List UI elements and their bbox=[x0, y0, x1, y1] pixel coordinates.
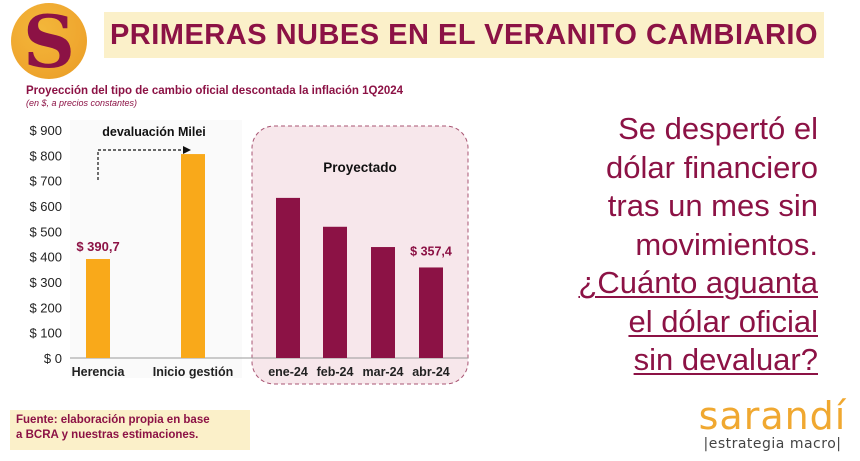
x-tick-label: feb-24 bbox=[317, 365, 354, 379]
chart-title: Proyección del tipo de cambio oficial de… bbox=[26, 85, 404, 97]
x-tick-label: abr-24 bbox=[412, 365, 450, 379]
annotation-label: devaluación Milei bbox=[102, 125, 206, 139]
question-line: el dólar oficial bbox=[628, 303, 818, 339]
bar bbox=[86, 259, 110, 358]
projection-panel bbox=[251, 125, 469, 385]
source-line: a BCRA y nuestras estimaciones. bbox=[16, 429, 199, 441]
projection-label: Proyectado bbox=[323, 160, 397, 175]
brand-logo: S bbox=[11, 3, 87, 79]
y-tick-label: $ 800 bbox=[29, 148, 62, 163]
commentary-line: tras un mes sin bbox=[607, 188, 818, 223]
x-tick-label: mar-24 bbox=[363, 365, 404, 379]
x-tick-label: Herencia bbox=[72, 365, 126, 379]
y-tick-label: $ 600 bbox=[29, 199, 62, 214]
brand-footer: sarandí |estrategia macro| bbox=[695, 396, 850, 452]
y-tick-label: $ 900 bbox=[29, 123, 62, 138]
question-line: sin devaluar? bbox=[633, 342, 818, 377]
title-banner: PRIMERAS NUBES EN EL VERANITO CAMBIARIO bbox=[104, 12, 824, 58]
brand-tagline: |estrategia macro| bbox=[703, 436, 842, 452]
y-tick-label: $ 400 bbox=[29, 250, 62, 265]
bar bbox=[323, 226, 347, 358]
brand-name: sarandí bbox=[698, 394, 847, 438]
data-label: $ 357,4 bbox=[410, 244, 452, 258]
source-note: Fuente: elaboración propia en base a BCR… bbox=[10, 410, 250, 450]
page-title: PRIMERAS NUBES EN EL VERANITO CAMBIARIO bbox=[109, 18, 819, 51]
bar bbox=[181, 154, 205, 358]
bar bbox=[371, 247, 395, 358]
y-tick-label: $ 0 bbox=[44, 351, 62, 366]
annotation-arrowhead bbox=[183, 146, 191, 154]
source-line: Fuente: elaboración propia en base bbox=[16, 414, 210, 426]
bar bbox=[419, 267, 443, 358]
y-tick-label: $ 200 bbox=[29, 300, 62, 315]
commentary-line: Se despertó el bbox=[618, 111, 818, 146]
y-tick-label: $ 700 bbox=[29, 174, 62, 189]
commentary-line: movimientos. bbox=[635, 226, 818, 262]
y-tick-label: $ 500 bbox=[29, 224, 62, 239]
bar bbox=[276, 197, 300, 358]
x-tick-label: Inicio gestión bbox=[153, 365, 234, 379]
question-line: ¿Cuánto aguanta bbox=[578, 265, 818, 300]
commentary: Se despertó el dólar financiero tras un … bbox=[520, 110, 818, 380]
commentary-line: dólar financiero bbox=[606, 149, 818, 185]
data-label: $ 390,7 bbox=[76, 239, 119, 254]
chart-subtitle: (en $, a precios constantes) bbox=[26, 98, 138, 108]
bar-chart: $ 0 $ 100 $ 200 $ 300 $ 400 $ 500 $ 600 $ 700 $ … bbox=[29, 120, 469, 385]
chart-area: $ 0 $ 100 $ 200 $ 300 $ 400 $ 500 $ 600 $ 700 $ … bbox=[0, 112, 480, 392]
y-tick-label: $ 300 bbox=[29, 275, 62, 290]
x-tick-label: ene-24 bbox=[268, 365, 308, 379]
y-tick-label: $ 100 bbox=[29, 326, 62, 341]
logo-letter: S bbox=[23, 3, 75, 79]
